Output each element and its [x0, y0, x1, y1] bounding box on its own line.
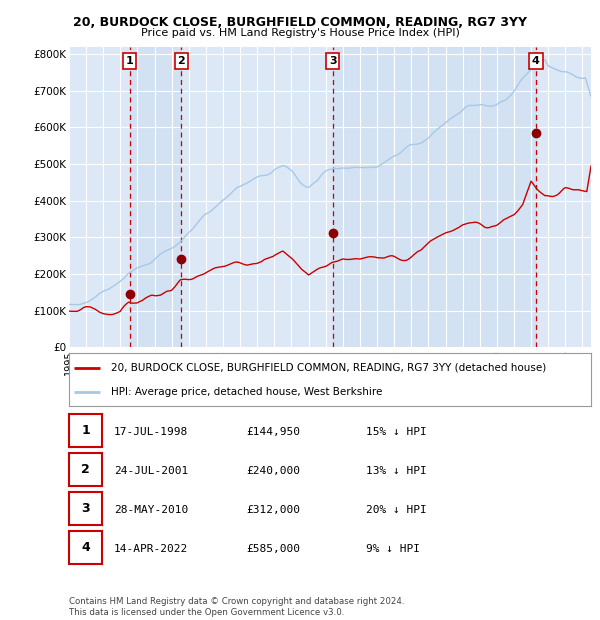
Text: 28-MAY-2010: 28-MAY-2010	[114, 505, 188, 515]
Text: 20, BURDOCK CLOSE, BURGHFIELD COMMON, READING, RG7 3YY: 20, BURDOCK CLOSE, BURGHFIELD COMMON, RE…	[73, 16, 527, 29]
Text: 1: 1	[126, 56, 133, 66]
Text: 2: 2	[81, 463, 90, 476]
Text: 2: 2	[178, 56, 185, 66]
Bar	[333, 46, 536, 347]
Bar	[130, 46, 181, 347]
Text: £312,000: £312,000	[246, 505, 300, 515]
Text: HPI: Average price, detached house, West Berkshire: HPI: Average price, detached house, West…	[111, 387, 382, 397]
Text: 20, BURDOCK CLOSE, BURGHFIELD COMMON, READING, RG7 3YY (detached house): 20, BURDOCK CLOSE, BURGHFIELD COMMON, RE…	[111, 363, 546, 373]
Text: 13% ↓ HPI: 13% ↓ HPI	[366, 466, 427, 476]
Text: 4: 4	[532, 56, 540, 66]
Text: 14-APR-2022: 14-APR-2022	[114, 544, 188, 554]
Text: 17-JUL-1998: 17-JUL-1998	[114, 427, 188, 437]
Text: £144,950: £144,950	[246, 427, 300, 437]
Text: 20% ↓ HPI: 20% ↓ HPI	[366, 505, 427, 515]
Text: 15% ↓ HPI: 15% ↓ HPI	[366, 427, 427, 437]
Text: Price paid vs. HM Land Registry's House Price Index (HPI): Price paid vs. HM Land Registry's House …	[140, 28, 460, 38]
Text: 1: 1	[81, 423, 90, 436]
Text: 9% ↓ HPI: 9% ↓ HPI	[366, 544, 420, 554]
Text: 24-JUL-2001: 24-JUL-2001	[114, 466, 188, 476]
Text: 4: 4	[81, 541, 90, 554]
Text: £585,000: £585,000	[246, 544, 300, 554]
Text: Contains HM Land Registry data © Crown copyright and database right 2024.
This d: Contains HM Land Registry data © Crown c…	[69, 598, 404, 617]
Text: 3: 3	[81, 502, 90, 515]
Text: 3: 3	[329, 56, 337, 66]
Text: £240,000: £240,000	[246, 466, 300, 476]
